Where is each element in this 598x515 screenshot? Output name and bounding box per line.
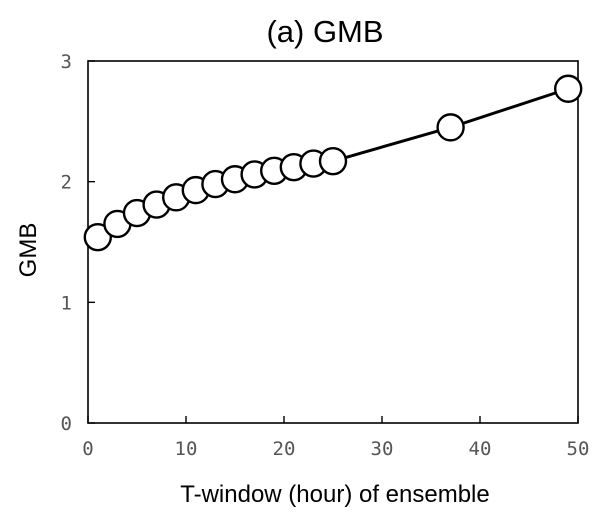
chart-title: (a) GMB (266, 14, 383, 49)
y-tick-label: 1 (61, 292, 72, 314)
y-tick-label: 2 (61, 172, 72, 194)
x-tick-label: 0 (82, 438, 93, 460)
data-point (554, 74, 583, 103)
data-point (83, 222, 113, 252)
data-point (436, 113, 465, 142)
x-tick-label: 40 (469, 438, 492, 460)
y-tick-label: 0 (61, 413, 72, 435)
x-tick-label: 30 (371, 438, 394, 460)
x-tick-label: 10 (175, 438, 198, 460)
data-points (83, 74, 583, 252)
x-tick-label: 20 (273, 438, 296, 460)
y-axis-label: GMB (15, 223, 42, 278)
y-tick-label: 3 (61, 51, 72, 73)
x-axis-label: T-window (hour) of ensemble (180, 481, 489, 508)
data-point (318, 146, 348, 176)
x-tick-label: 50 (567, 438, 590, 460)
axis-ticks: 0 10 20 30 40 50 0 1 2 3 (61, 51, 590, 460)
plot-frame (87, 60, 579, 424)
